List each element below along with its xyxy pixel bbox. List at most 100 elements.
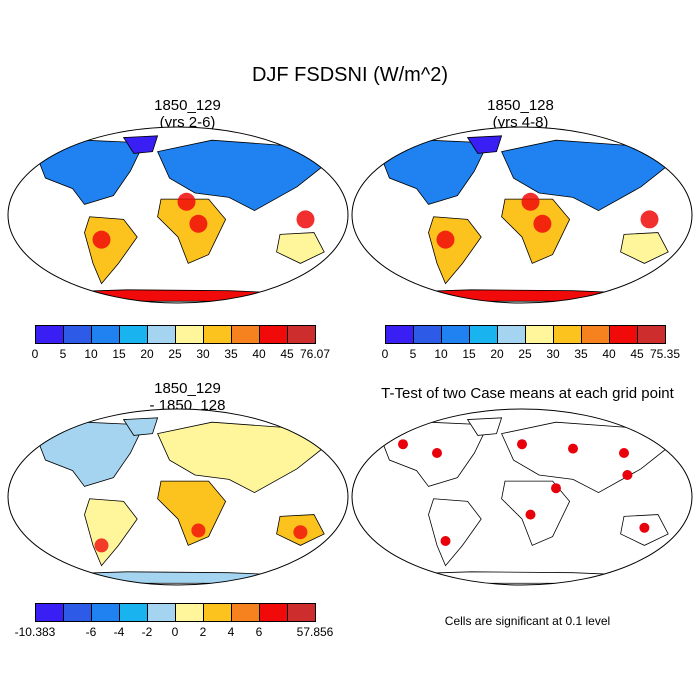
colorbar-case2-label: 45	[630, 347, 644, 361]
colorbar-case2-label: 5	[409, 347, 417, 361]
colorbar-diff-label: 4	[227, 625, 235, 639]
map-ttest-samerica	[428, 498, 482, 567]
colorbar-case1-label: 25	[168, 347, 182, 361]
map-diff	[7, 408, 349, 586]
map-case1-hotspot	[177, 192, 196, 211]
map-diff-antarctica	[44, 571, 315, 584]
ttest-note: Cells are significant at 0.1 level	[444, 614, 611, 628]
colorbar-case2-box	[609, 325, 638, 344]
map-case2-namerica	[382, 139, 489, 205]
map-ttest-antarctica	[388, 571, 659, 584]
map-case1-australia	[276, 232, 325, 264]
colorbar-case2-label: 25	[518, 347, 532, 361]
colorbar-case1-box	[35, 325, 64, 344]
map-case1-border	[7, 126, 349, 304]
colorbar-case1-box	[63, 325, 92, 344]
colorbar-case1-label: 40	[252, 347, 266, 361]
colorbar-case1-box	[175, 325, 204, 344]
colorbar-diff-box	[259, 603, 288, 622]
colorbar-case2-box	[441, 325, 470, 344]
panel-title-diff-line1: 1850_129	[154, 380, 221, 397]
colorbar-case1-label: 5	[59, 347, 67, 361]
map-case2-hotspot	[436, 230, 455, 249]
colorbar-case1-box	[231, 325, 260, 344]
map-ttest-significant-cell	[622, 470, 633, 480]
colorbar-case1-box	[203, 325, 232, 344]
colorbar-diff	[35, 603, 316, 622]
map-ttest-border	[351, 408, 693, 586]
colorbar-case2-label: 75.35	[649, 347, 681, 361]
map-case2-border	[351, 126, 693, 304]
colorbar-diff-label: -4	[113, 625, 125, 639]
colorbar-case2-label: 20	[490, 347, 504, 361]
map-case2-hotspot	[521, 192, 540, 211]
colorbar-case2-box	[385, 325, 414, 344]
colorbar-case2	[385, 325, 666, 344]
map-ttest	[351, 408, 693, 586]
colorbar-case1-label: 76.07	[299, 347, 331, 361]
colorbar-case1-label: 45	[280, 347, 294, 361]
panel-title-ttest: T-Test of two Case means at each grid po…	[355, 385, 700, 402]
colorbar-diff-label: -6	[85, 625, 97, 639]
map-ttest-significant-cell	[639, 522, 650, 533]
map-case1-hotspot	[189, 214, 208, 233]
colorbar-case2-box	[413, 325, 442, 344]
panel-title-case2-line1: 1850_128	[487, 97, 554, 114]
map-ttest-significant-cell	[551, 483, 561, 494]
colorbar-diff-label: 2	[199, 625, 207, 639]
colorbar-case1-box	[147, 325, 176, 344]
colorbar-case2-box	[497, 325, 526, 344]
map-ttest-significant-cell	[440, 536, 451, 546]
figure-title: DJF FSDSNI (W/m^2)	[251, 64, 449, 86]
colorbar-diff-label: -10.383	[14, 625, 56, 639]
colorbar-diff-box	[231, 603, 260, 622]
map-diff-hotspot	[94, 538, 109, 553]
colorbar-case1-label: 10	[84, 347, 98, 361]
colorbar-diff-box	[63, 603, 92, 622]
colorbar-case2-box	[525, 325, 554, 344]
colorbar-case1-label: 30	[196, 347, 210, 361]
colorbar-case2-label: 0	[381, 347, 389, 361]
panel-title-ttest-line1: T-Test of two Case means at each grid po…	[381, 385, 674, 402]
colorbar-diff-box	[119, 603, 148, 622]
map-case2-greenland	[466, 135, 503, 154]
map-ttest-significant-cell	[432, 448, 442, 458]
map-case2-hotspot	[640, 210, 659, 229]
colorbar-diff-box	[287, 603, 316, 622]
colorbar-case1-label: 15	[112, 347, 126, 361]
colorbar-case1	[35, 325, 316, 344]
colorbar-case1-box	[91, 325, 120, 344]
map-ttest-significant-cell	[398, 439, 408, 450]
map-case2	[351, 126, 693, 304]
map-diff-greenland	[122, 417, 159, 436]
colorbar-diff-box	[203, 603, 232, 622]
map-case1-eurasia	[157, 139, 324, 212]
colorbar-case2-label: 15	[462, 347, 476, 361]
colorbar-case2-label: 35	[574, 347, 588, 361]
colorbar-case2-box	[581, 325, 610, 344]
colorbar-case1-box	[119, 325, 148, 344]
map-case2-africa	[501, 198, 571, 264]
map-ttest-significant-cell	[525, 509, 536, 520]
colorbar-diff-label: 6	[255, 625, 263, 639]
colorbar-case2-label: 10	[434, 347, 448, 361]
map-case2-hotspot	[533, 214, 552, 233]
colorbar-diff-label: 57.856	[296, 625, 334, 639]
map-diff-eurasia	[157, 421, 324, 494]
map-diff-africa	[157, 480, 227, 546]
map-diff-namerica	[38, 421, 145, 487]
map-case1-africa	[157, 198, 227, 264]
map-diff-border	[7, 408, 349, 586]
map-diff-hotspot	[293, 525, 308, 540]
colorbar-case2-box	[637, 325, 666, 344]
colorbar-case1-label: 0	[31, 347, 39, 361]
map-case1-antarctica	[44, 289, 315, 302]
map-case2-australia	[620, 232, 669, 264]
map-case1-hotspot	[296, 210, 315, 229]
colorbar-case1-label: 35	[224, 347, 238, 361]
map-diff-hotspot	[191, 523, 206, 538]
colorbar-case2-box	[469, 325, 498, 344]
colorbar-case1-label: 20	[140, 347, 154, 361]
colorbar-diff-label: 0	[171, 625, 179, 639]
